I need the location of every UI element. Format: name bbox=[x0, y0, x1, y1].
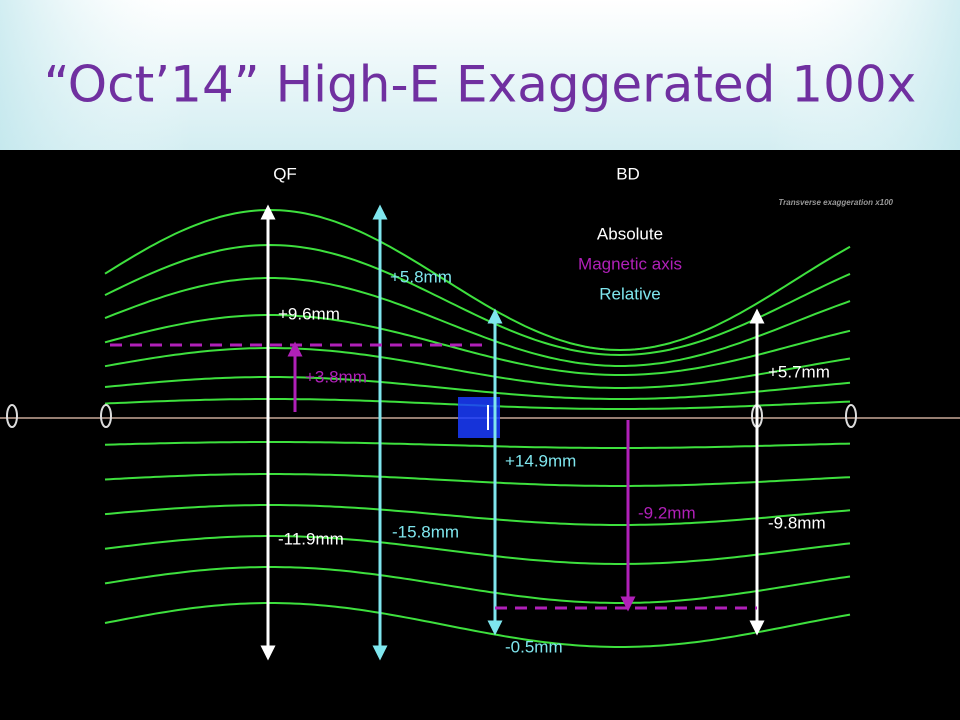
annotation: -9.2mm bbox=[638, 503, 696, 522]
annotation: -11.9mm bbox=[278, 529, 344, 548]
annotation: +3.8mm bbox=[305, 367, 367, 386]
trajectory bbox=[104, 535, 851, 565]
annotation: -9.8mm bbox=[768, 513, 826, 532]
trajectory bbox=[104, 504, 851, 526]
header-bg bbox=[0, 0, 960, 150]
legend-item: Absolute bbox=[597, 224, 663, 243]
trajectory bbox=[104, 602, 851, 648]
annotation: +5.8mm bbox=[390, 267, 452, 286]
trajectory bbox=[104, 347, 851, 389]
annotation: -0.5mm bbox=[505, 637, 563, 656]
trajectory bbox=[104, 314, 851, 376]
trajectories bbox=[104, 208, 851, 648]
axis-guides bbox=[110, 343, 757, 610]
trajectory bbox=[104, 441, 851, 449]
trajectory bbox=[104, 208, 851, 352]
legend-item: Relative bbox=[599, 284, 660, 303]
note: Transverse exaggeration x100 bbox=[778, 198, 893, 207]
annotation: +14.9mm bbox=[505, 451, 576, 470]
trajectory bbox=[104, 566, 851, 604]
arrows bbox=[260, 204, 765, 661]
magnet-label: BD bbox=[616, 164, 640, 183]
annotation: -15.8mm bbox=[392, 522, 459, 541]
trajectory bbox=[104, 376, 851, 400]
trajectory bbox=[104, 277, 851, 367]
trajectory bbox=[104, 243, 851, 357]
trajectory bbox=[104, 473, 851, 487]
annotation: +5.7mm bbox=[768, 362, 830, 381]
slide-title: “Oct’14” High-E Exaggerated 100x bbox=[44, 56, 917, 114]
magnet-label: QF bbox=[273, 164, 297, 183]
annotation: +9.6mm bbox=[278, 304, 340, 323]
legend-item: Magnetic axis bbox=[578, 254, 682, 273]
